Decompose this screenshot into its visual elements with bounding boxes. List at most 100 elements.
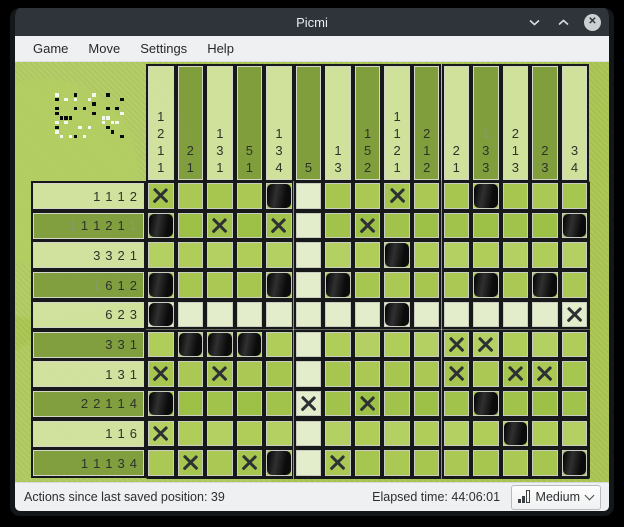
grid-cell[interactable] xyxy=(561,361,588,387)
grid-cell[interactable] xyxy=(473,331,499,357)
grid-cell[interactable] xyxy=(384,450,410,476)
grid-cell[interactable] xyxy=(236,272,263,298)
grid-cell[interactable] xyxy=(413,331,440,357)
minimize-icon[interactable] xyxy=(526,14,542,30)
grid-cell[interactable] xyxy=(354,390,381,417)
grid-cell[interactable] xyxy=(177,212,204,239)
grid-cell[interactable] xyxy=(532,420,558,447)
grid-cell[interactable] xyxy=(354,301,381,328)
difficulty-dropdown[interactable]: Medium xyxy=(511,484,601,510)
grid-cell[interactable] xyxy=(266,361,292,387)
grid-cell[interactable] xyxy=(236,242,263,268)
grid-cell[interactable] xyxy=(295,361,322,387)
grid-cell[interactable] xyxy=(207,301,233,328)
grid-cell[interactable] xyxy=(443,420,469,447)
grid-cell[interactable] xyxy=(354,183,381,209)
grid-cell[interactable] xyxy=(384,390,410,417)
grid-cell[interactable] xyxy=(207,272,233,298)
grid-cell[interactable] xyxy=(473,301,499,328)
grid-cell[interactable] xyxy=(443,183,469,209)
grid-cell[interactable] xyxy=(207,212,233,239)
grid-cell[interactable] xyxy=(325,242,351,268)
grid-cell[interactable] xyxy=(177,301,204,328)
grid-cell[interactable] xyxy=(148,331,174,357)
grid-cell[interactable] xyxy=(148,212,174,239)
grid-cell[interactable] xyxy=(266,390,292,417)
grid-cell[interactable] xyxy=(413,450,440,476)
grid-cell[interactable] xyxy=(354,361,381,387)
grid-cell[interactable] xyxy=(532,183,558,209)
grid-cell[interactable] xyxy=(413,242,440,268)
grid-cell[interactable] xyxy=(207,242,233,268)
grid-cell[interactable] xyxy=(325,212,351,239)
grid-cell[interactable] xyxy=(295,420,322,447)
grid-cell[interactable] xyxy=(532,301,558,328)
grid-cell[interactable] xyxy=(502,331,529,357)
grid-cell[interactable] xyxy=(532,390,558,417)
grid-cell[interactable] xyxy=(354,450,381,476)
grid-cell[interactable] xyxy=(266,301,292,328)
grid-cell[interactable] xyxy=(443,272,469,298)
grid-cell[interactable] xyxy=(532,361,558,387)
grid-cell[interactable] xyxy=(266,272,292,298)
grid-cell[interactable] xyxy=(473,272,499,298)
grid-cell[interactable] xyxy=(236,331,263,357)
menu-item-help[interactable]: Help xyxy=(207,41,234,56)
grid-cell[interactable] xyxy=(207,183,233,209)
grid-cell[interactable] xyxy=(384,420,410,447)
grid-cell[interactable] xyxy=(473,212,499,239)
grid-cell[interactable] xyxy=(384,183,410,209)
grid-cell[interactable] xyxy=(532,272,558,298)
grid-cell[interactable] xyxy=(177,420,204,447)
grid-cell[interactable] xyxy=(236,183,263,209)
menu-item-settings[interactable]: Settings xyxy=(140,41,188,56)
grid-cell[interactable] xyxy=(443,212,469,239)
grid-cell[interactable] xyxy=(413,420,440,447)
grid-cell[interactable] xyxy=(561,420,588,447)
grid-cell[interactable] xyxy=(502,242,529,268)
grid-cell[interactable] xyxy=(295,301,322,328)
grid-cell[interactable] xyxy=(502,361,529,387)
grid-cell[interactable] xyxy=(443,390,469,417)
grid-cell[interactable] xyxy=(413,301,440,328)
grid-cell[interactable] xyxy=(295,183,322,209)
grid-cell[interactable] xyxy=(354,212,381,239)
grid-cell[interactable] xyxy=(384,361,410,387)
grid-cell[interactable] xyxy=(325,183,351,209)
grid-cell[interactable] xyxy=(473,242,499,268)
grid-cell[interactable] xyxy=(266,450,292,476)
grid-cell[interactable] xyxy=(561,212,588,239)
grid-cell[interactable] xyxy=(532,331,558,357)
grid-cell[interactable] xyxy=(295,242,322,268)
grid-cell[interactable] xyxy=(354,420,381,447)
grid-cell[interactable] xyxy=(207,420,233,447)
grid-cell[interactable] xyxy=(295,450,322,476)
grid-cell[interactable] xyxy=(177,390,204,417)
grid-cell[interactable] xyxy=(384,331,410,357)
grid-cell[interactable] xyxy=(148,301,174,328)
grid-cell[interactable] xyxy=(148,242,174,268)
grid-cell[interactable] xyxy=(502,450,529,476)
grid-cell[interactable] xyxy=(413,361,440,387)
grid-cell[interactable] xyxy=(177,361,204,387)
grid-cell[interactable] xyxy=(325,331,351,357)
grid-cell[interactable] xyxy=(561,242,588,268)
grid-cell[interactable] xyxy=(148,361,174,387)
grid-cell[interactable] xyxy=(384,242,410,268)
grid-cell[interactable] xyxy=(532,242,558,268)
grid-cell[interactable] xyxy=(207,450,233,476)
grid-cell[interactable] xyxy=(473,390,499,417)
grid-cell[interactable] xyxy=(325,390,351,417)
grid-cell[interactable] xyxy=(354,272,381,298)
close-icon[interactable]: ✕ xyxy=(584,13,601,31)
grid-cell[interactable] xyxy=(325,450,351,476)
grid-cell[interactable] xyxy=(266,183,292,209)
grid-cell[interactable] xyxy=(443,242,469,268)
grid-cell[interactable] xyxy=(207,390,233,417)
grid-cell[interactable] xyxy=(413,212,440,239)
grid-cell[interactable] xyxy=(502,301,529,328)
grid-cell[interactable] xyxy=(443,450,469,476)
grid-cell[interactable] xyxy=(177,272,204,298)
maximize-icon[interactable] xyxy=(555,14,571,30)
grid-cell[interactable] xyxy=(561,331,588,357)
